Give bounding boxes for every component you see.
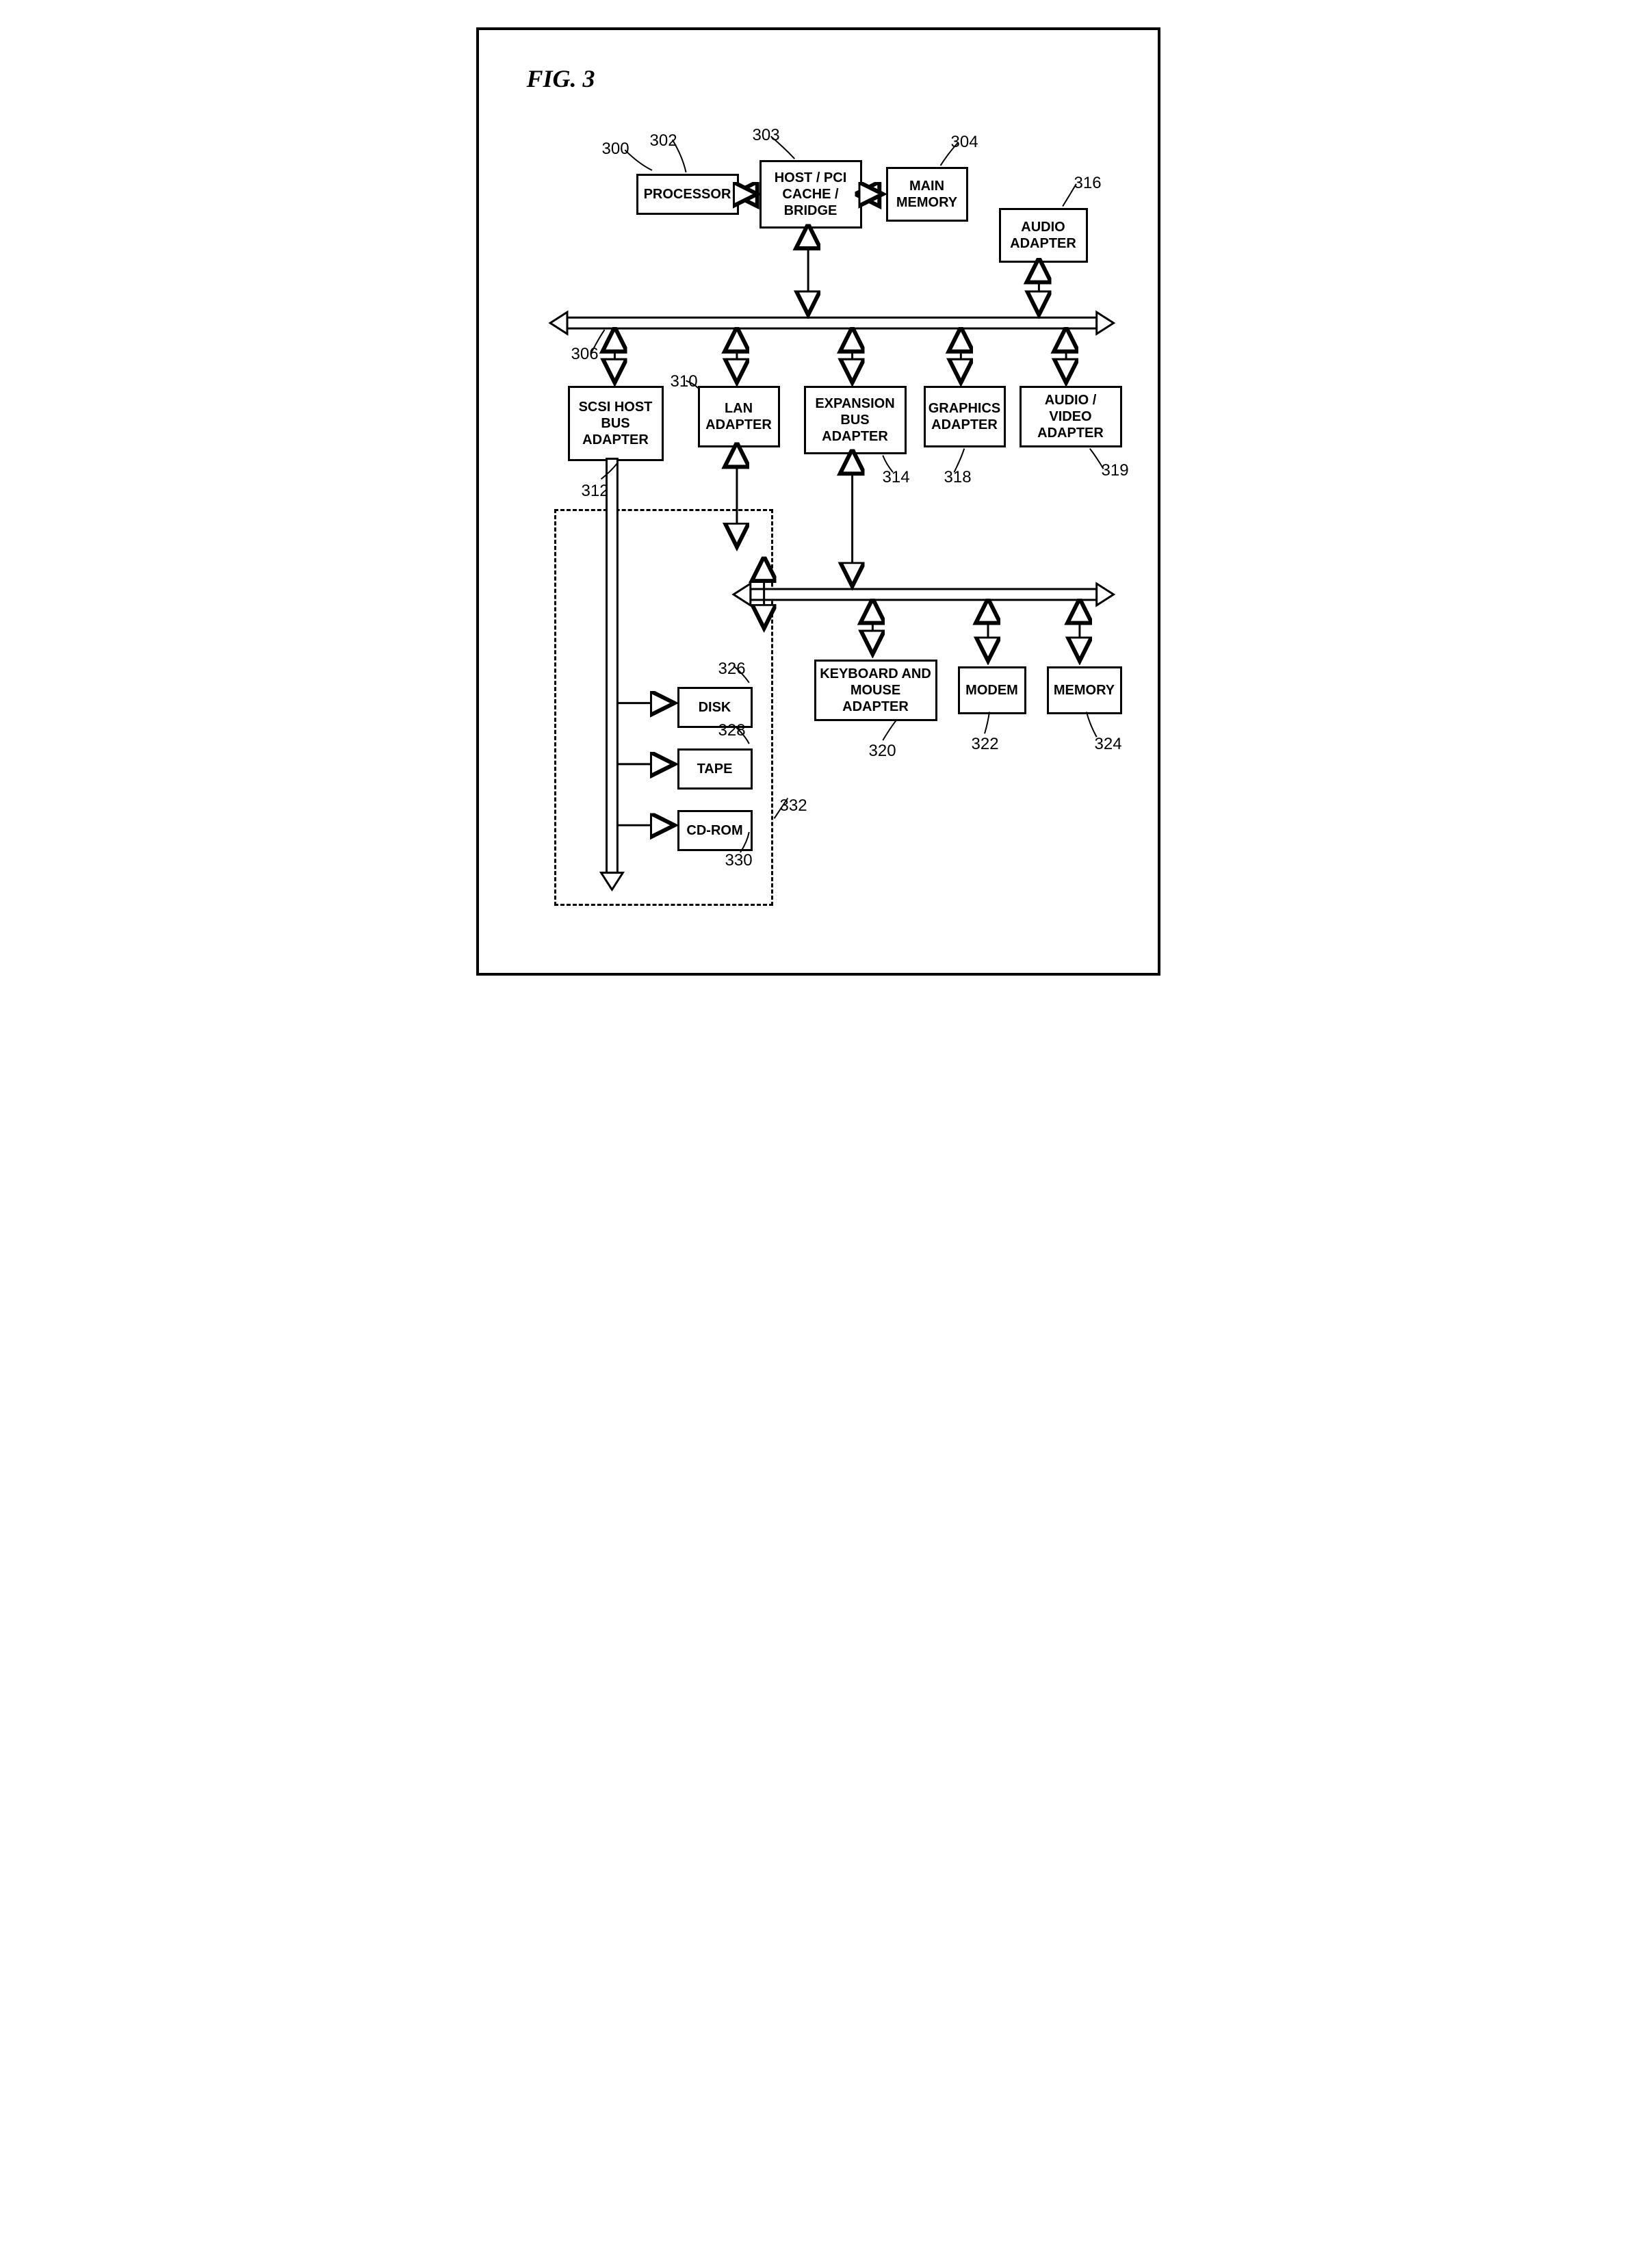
ref-319: 319 (1102, 461, 1129, 480)
ref-328: 328 (718, 721, 746, 740)
ref-326: 326 (718, 660, 746, 679)
ref-310: 310 (671, 372, 698, 391)
block-main-memory: MAIN MEMORY (886, 167, 968, 222)
ref-324: 324 (1095, 735, 1122, 754)
block-tape: TAPE (677, 748, 753, 790)
block-scsi: SCSI HOST BUS ADAPTER (568, 386, 664, 461)
block-audio-adapter: AUDIO ADAPTER (999, 208, 1088, 263)
block-graphics: GRAPHICS ADAPTER (924, 386, 1006, 447)
ref-320: 320 (869, 742, 896, 761)
figure-label: FIG. 3 (527, 64, 595, 93)
block-kbmouse: KEYBOARD AND MOUSE ADAPTER (814, 660, 937, 721)
ref-312: 312 (582, 482, 609, 501)
block-processor: PROCESSOR (636, 174, 739, 215)
ref-303: 303 (753, 126, 780, 145)
ref-304: 304 (951, 133, 978, 152)
ref-330: 330 (725, 851, 753, 870)
block-cdrom: CD-ROM (677, 810, 753, 851)
block-memory: MEMORY (1047, 666, 1122, 714)
ref-314: 314 (883, 468, 910, 487)
ref-306: 306 (571, 345, 599, 364)
block-modem: MODEM (958, 666, 1026, 714)
ref-316: 316 (1074, 174, 1102, 193)
ref-332: 332 (780, 796, 807, 816)
block-av: AUDIO / VIDEO ADAPTER (1020, 386, 1122, 447)
diagram-page: FIG. 3 300 PROCESSOR 302 HOST / PCI CACH… (476, 27, 1160, 976)
ref-322: 322 (972, 735, 999, 754)
ref-318: 318 (944, 468, 972, 487)
ref-302: 302 (650, 131, 677, 151)
block-expansion: EXPANSION BUS ADAPTER (804, 386, 907, 454)
block-bridge: HOST / PCI CACHE / BRIDGE (759, 160, 862, 229)
block-lan: LAN ADAPTER (698, 386, 780, 447)
ref-300: 300 (602, 140, 629, 159)
